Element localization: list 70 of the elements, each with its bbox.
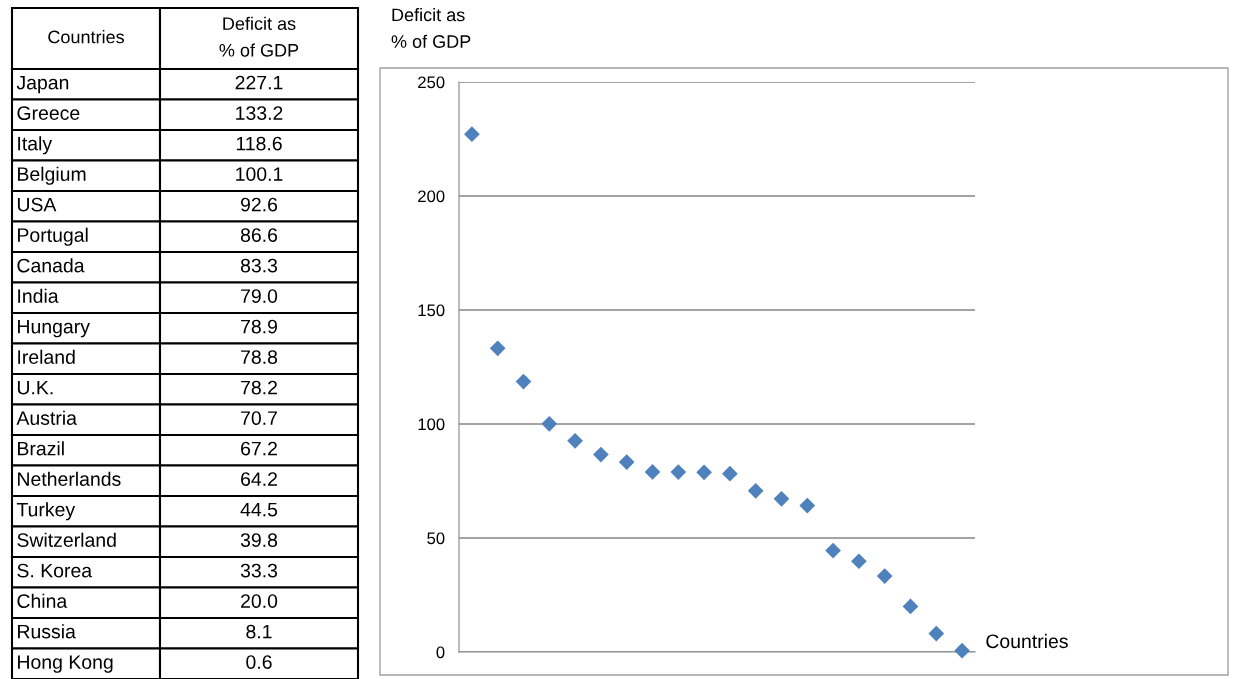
y-tick-label: 100	[418, 418, 445, 431]
point	[902, 598, 919, 615]
data-label: 39.8	[240, 533, 278, 547]
category-label: S. Korea	[17, 563, 93, 578]
y-tick-label: 200	[418, 190, 445, 203]
category-label: Brazil	[18, 441, 64, 456]
data-label: 44.5	[240, 502, 278, 517]
category-label: Belgium	[18, 166, 86, 185]
y-tick-label: 0	[436, 646, 445, 659]
point	[851, 553, 867, 570]
point	[670, 464, 687, 480]
point	[722, 465, 738, 482]
data-label: 86.6	[240, 228, 278, 242]
category-label: USA	[17, 197, 57, 212]
data-label: 133.2	[236, 106, 283, 120]
data-label: 78.2	[241, 380, 277, 395]
y-axis-title: Deficit as % of GDP	[391, 8, 471, 48]
data-label: 79.0	[241, 289, 278, 303]
point	[773, 490, 790, 507]
data-label: 92.6	[240, 197, 278, 212]
point	[876, 568, 893, 584]
point	[954, 642, 970, 659]
data-label: 78.8	[241, 350, 278, 364]
category-label: Turkey	[16, 502, 76, 521]
data-label: 78.9	[241, 319, 277, 334]
data-label: 0.6	[246, 655, 272, 669]
data-label: 8.1	[246, 624, 272, 639]
data-label: 100.1	[236, 167, 283, 181]
y-tick-label: 150	[418, 304, 445, 317]
data-label: 67.2	[241, 441, 277, 456]
category-label: Portugal	[18, 227, 88, 246]
point	[567, 433, 583, 449]
category-label: China	[17, 593, 68, 608]
point	[541, 415, 558, 432]
category-label: Hong Kong	[18, 655, 113, 673]
category-label: Greece	[17, 106, 80, 120]
x-axis-title: Countries	[986, 633, 1068, 649]
data-label: 20.0	[241, 594, 278, 608]
data-label: 227.1	[235, 75, 283, 90]
category-label: Japan	[16, 75, 69, 94]
point	[644, 464, 661, 480]
point	[515, 373, 532, 390]
point	[464, 126, 480, 143]
point	[747, 482, 764, 499]
y-tick-label: 250	[418, 76, 445, 89]
data-label: 64.2	[241, 472, 277, 486]
category-label: Ireland	[18, 349, 75, 364]
text: Countries	[48, 30, 124, 44]
point	[489, 340, 506, 357]
data-label: 83.3	[240, 258, 278, 273]
point	[799, 497, 816, 514]
category-label: Switzerland	[17, 532, 116, 547]
text: Deficit as % of GDP	[219, 16, 299, 57]
category-label: Italy	[18, 136, 53, 155]
point	[593, 446, 609, 463]
data-label: 118.6	[236, 136, 282, 151]
category-label: Netherlands	[18, 471, 121, 486]
y-tick-label: 50	[427, 532, 445, 545]
data-label: 33.3	[240, 563, 278, 578]
category-label: Austria	[16, 410, 77, 425]
point	[825, 542, 841, 559]
category-label: Russia	[18, 624, 76, 639]
point	[618, 454, 635, 470]
category-label: Hungary	[18, 319, 90, 338]
point	[928, 625, 945, 642]
category-label: U.K.	[17, 380, 53, 395]
point	[696, 464, 712, 481]
category-label: India	[18, 288, 59, 303]
category-label: Canada	[17, 258, 85, 273]
data-label: 70.7	[241, 411, 277, 425]
